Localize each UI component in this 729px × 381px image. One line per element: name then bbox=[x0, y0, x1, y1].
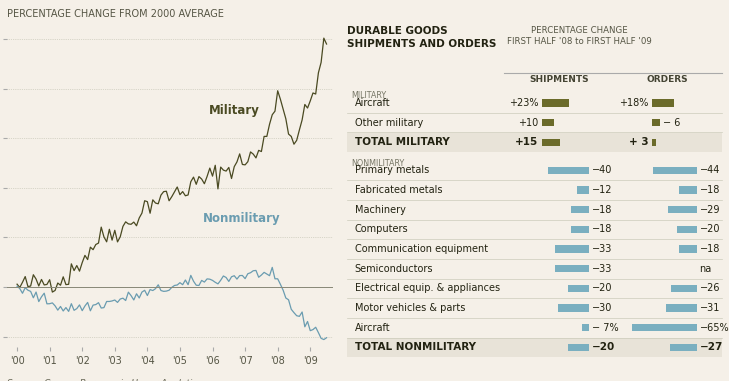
Text: +23%: +23% bbox=[509, 98, 538, 108]
Text: ORDERS: ORDERS bbox=[647, 75, 688, 84]
Bar bbox=[652, 139, 656, 146]
Text: TOTAL MILITARY: TOTAL MILITARY bbox=[354, 137, 449, 147]
Text: −65%: −65% bbox=[701, 323, 729, 333]
Text: Semiconductors: Semiconductors bbox=[354, 264, 433, 274]
Text: −18: −18 bbox=[701, 185, 721, 195]
Bar bbox=[666, 304, 698, 312]
Bar bbox=[569, 344, 589, 351]
Text: −26: −26 bbox=[701, 283, 721, 293]
Text: −31: −31 bbox=[701, 303, 721, 313]
Text: − 6: − 6 bbox=[663, 118, 681, 128]
Bar bbox=[571, 226, 589, 233]
Text: Fabricated metals: Fabricated metals bbox=[354, 185, 442, 195]
Bar bbox=[555, 245, 589, 253]
Text: −44: −44 bbox=[701, 165, 721, 175]
Text: TOTAL NONMILITARY: TOTAL NONMILITARY bbox=[354, 343, 475, 352]
Text: +10: +10 bbox=[518, 118, 538, 128]
Bar bbox=[670, 344, 698, 351]
Text: Source: Census Bureau via Haver Analytics: Source: Census Bureau via Haver Analytic… bbox=[7, 379, 202, 381]
Text: −29: −29 bbox=[701, 205, 721, 215]
Text: MILITARY: MILITARY bbox=[351, 91, 386, 101]
Text: Machinery: Machinery bbox=[354, 205, 405, 215]
Text: −30: −30 bbox=[592, 303, 612, 313]
Text: Other military: Other military bbox=[354, 118, 423, 128]
Text: −33: −33 bbox=[592, 264, 612, 274]
Text: NONMILITARY: NONMILITARY bbox=[351, 159, 404, 168]
Text: −20: −20 bbox=[592, 343, 615, 352]
Text: Electrical equip. & appliances: Electrical equip. & appliances bbox=[354, 283, 499, 293]
Bar bbox=[677, 226, 698, 233]
Bar bbox=[582, 324, 589, 331]
Bar bbox=[548, 167, 589, 174]
Bar bbox=[571, 206, 589, 213]
Text: −40: −40 bbox=[592, 165, 612, 175]
Bar bbox=[679, 245, 698, 253]
Text: Computers: Computers bbox=[354, 224, 408, 234]
Bar bbox=[671, 285, 698, 292]
Text: −33: −33 bbox=[592, 244, 612, 254]
Text: −27: −27 bbox=[701, 343, 724, 352]
Text: − 7%: − 7% bbox=[592, 323, 618, 333]
Text: Aircraft: Aircraft bbox=[354, 323, 390, 333]
Text: +18%: +18% bbox=[619, 98, 649, 108]
Bar bbox=[569, 285, 589, 292]
Text: PERCENTAGE CHANGE
FIRST HALF '08 to FIRST HALF '09: PERCENTAGE CHANGE FIRST HALF '08 to FIRS… bbox=[507, 26, 652, 46]
Text: Motor vehicles & parts: Motor vehicles & parts bbox=[354, 303, 465, 313]
Bar bbox=[542, 99, 569, 107]
Bar bbox=[542, 119, 554, 126]
Bar bbox=[542, 139, 560, 146]
Text: SHIPMENTS: SHIPMENTS bbox=[529, 75, 588, 84]
Text: DURABLE GOODS
SHIPMENTS AND ORDERS: DURABLE GOODS SHIPMENTS AND ORDERS bbox=[347, 26, 496, 49]
Text: −20: −20 bbox=[701, 224, 721, 234]
Text: + 3: + 3 bbox=[629, 137, 649, 147]
Bar bbox=[653, 167, 698, 174]
Bar bbox=[679, 186, 698, 194]
Bar bbox=[652, 119, 660, 126]
Bar bbox=[555, 265, 589, 272]
Text: −18: −18 bbox=[701, 244, 721, 254]
Text: Communication equipment: Communication equipment bbox=[354, 244, 488, 254]
Text: −18: −18 bbox=[592, 205, 612, 215]
Text: Nonmilitary: Nonmilitary bbox=[203, 212, 281, 225]
Bar bbox=[631, 324, 698, 331]
Text: na: na bbox=[699, 264, 712, 274]
Text: PERCENTAGE CHANGE FROM 2000 AVERAGE: PERCENTAGE CHANGE FROM 2000 AVERAGE bbox=[7, 9, 224, 19]
Text: −20: −20 bbox=[592, 283, 612, 293]
Text: Primary metals: Primary metals bbox=[354, 165, 429, 175]
Bar bbox=[347, 338, 722, 357]
Bar bbox=[347, 133, 722, 152]
Text: Aircraft: Aircraft bbox=[354, 98, 390, 108]
Text: −12: −12 bbox=[592, 185, 612, 195]
Bar bbox=[652, 99, 674, 107]
Bar bbox=[577, 186, 589, 194]
Text: +15: +15 bbox=[515, 137, 538, 147]
Text: −18: −18 bbox=[592, 224, 612, 234]
Bar bbox=[668, 206, 698, 213]
Bar bbox=[558, 304, 589, 312]
Text: Military: Military bbox=[209, 104, 260, 117]
